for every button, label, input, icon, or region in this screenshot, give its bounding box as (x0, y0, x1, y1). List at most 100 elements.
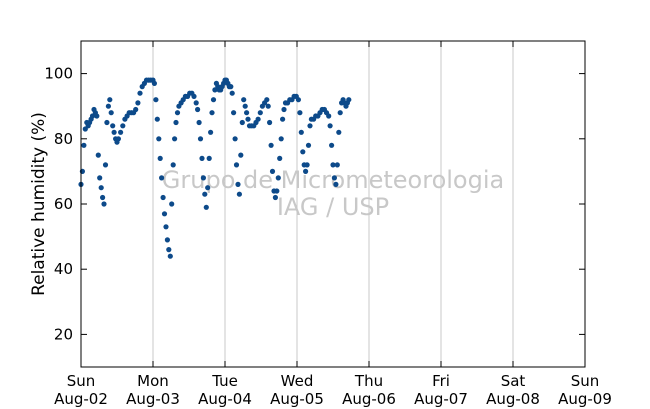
data-point (326, 113, 332, 119)
data-point (346, 97, 352, 103)
data-point (233, 162, 240, 168)
x-tick-date-label: Aug-03 (126, 390, 180, 408)
data-point (245, 116, 251, 122)
y-tick-label: 80 (54, 130, 73, 148)
data-point (199, 155, 205, 161)
data-point (102, 162, 109, 168)
x-tick-date-label: Aug-09 (558, 390, 612, 408)
data-point (97, 175, 103, 181)
data-point (104, 119, 110, 126)
data-points (78, 77, 352, 259)
data-point (100, 194, 106, 201)
data-point (153, 97, 159, 103)
data-point (229, 90, 235, 96)
x-tick-date-label: Aug-06 (342, 390, 396, 408)
data-point (170, 162, 176, 168)
data-point (268, 142, 274, 148)
data-point (298, 129, 304, 135)
data-point (277, 155, 283, 161)
data-point (269, 168, 276, 174)
data-point (115, 136, 121, 142)
x-tick-day-label: Mon (137, 372, 169, 390)
data-point (156, 136, 162, 142)
data-point (172, 136, 178, 142)
data-point (169, 201, 175, 207)
data-point (193, 100, 199, 106)
data-point (330, 162, 336, 168)
data-point (195, 106, 201, 113)
data-point (160, 194, 166, 201)
data-point (236, 191, 242, 197)
data-point (95, 152, 101, 158)
x-tick-day-label: Tue (211, 372, 238, 390)
data-point (337, 110, 343, 116)
x-tick-date-label: Aug-08 (486, 390, 540, 408)
x-tick-date-label: Aug-07 (414, 390, 468, 408)
data-point (163, 224, 169, 230)
data-point (81, 142, 87, 148)
data-point (173, 119, 179, 126)
data-point (228, 84, 234, 90)
y-tick-label: 100 (44, 65, 73, 83)
data-point (281, 106, 287, 113)
y-axis-ticks: 20 40 60 80 100 (44, 65, 585, 343)
data-point (265, 103, 271, 109)
y-axis-label: Relative humidity (%) (29, 112, 49, 296)
data-point (304, 162, 310, 168)
data-point (105, 103, 111, 109)
data-point (334, 162, 340, 168)
data-point (305, 142, 312, 148)
x-tick-day-label: Thu (354, 372, 383, 390)
data-point (267, 119, 273, 126)
data-point (264, 97, 270, 103)
data-point (238, 152, 244, 158)
data-point (235, 181, 241, 187)
data-point (327, 123, 333, 129)
data-point (295, 97, 301, 103)
data-point (159, 175, 165, 181)
data-point (191, 93, 197, 99)
data-point (300, 149, 306, 155)
y-tick-label: 20 (54, 325, 73, 343)
data-point (203, 204, 209, 210)
data-point (174, 110, 181, 116)
data-point (307, 123, 313, 129)
data-point (331, 175, 337, 181)
data-point (197, 136, 204, 142)
data-point (120, 123, 126, 129)
data-point (210, 97, 217, 103)
data-point (107, 97, 113, 103)
data-point (206, 155, 212, 161)
data-point (303, 168, 309, 174)
x-tick-day-label: Fri (432, 372, 450, 390)
x-tick-date-label: Aug-04 (198, 390, 252, 408)
data-point (244, 110, 250, 116)
data-point (231, 110, 237, 116)
data-point (333, 181, 339, 187)
x-tick-day-label: Sun (571, 372, 600, 390)
data-point (257, 110, 263, 116)
data-point (232, 136, 238, 142)
data-point (239, 119, 245, 126)
watermark-line-2: IAG / USP (277, 193, 389, 221)
data-point (255, 116, 261, 122)
data-point (241, 97, 247, 103)
data-point (274, 188, 280, 194)
data-point (297, 110, 303, 116)
data-point (94, 113, 100, 119)
data-point (208, 129, 214, 135)
data-point (111, 129, 117, 135)
data-point (166, 247, 172, 253)
x-tick-day-label: Sat (501, 372, 526, 390)
data-point (202, 191, 208, 197)
data-point (200, 175, 206, 181)
y-tick-label: 40 (54, 260, 73, 278)
x-tick-date-label: Aug-05 (270, 390, 324, 408)
data-point (329, 142, 335, 148)
data-point (205, 185, 211, 191)
y-tick-label: 60 (54, 195, 73, 213)
data-point (101, 201, 107, 207)
data-point (272, 194, 278, 201)
data-point (135, 100, 141, 106)
data-point (164, 237, 170, 243)
